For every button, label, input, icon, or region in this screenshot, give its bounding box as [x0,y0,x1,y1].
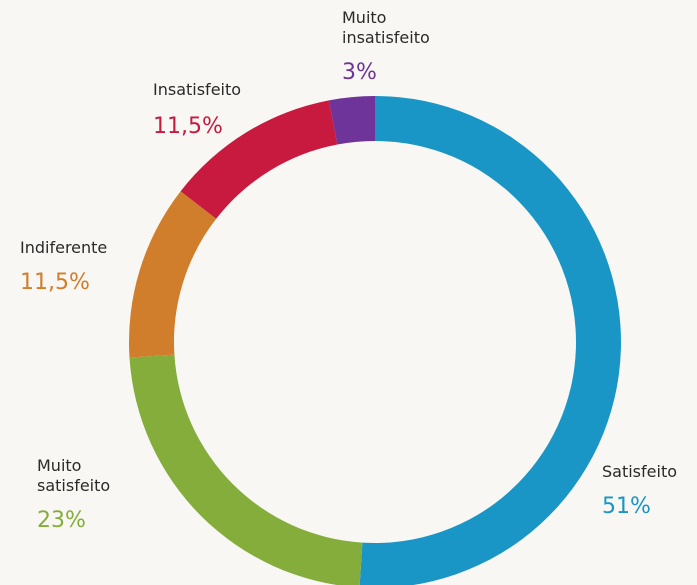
value-label: 11,5% [20,270,90,295]
donut-segment [328,96,375,145]
donut-segment [359,96,621,585]
segment-label: Muito insatisfeito [342,8,430,47]
donut-segment [129,354,363,585]
segment-label: Muito satisfeito [37,456,111,495]
donut-segment [129,191,217,358]
donut-segment [180,100,338,219]
value-label: 23% [37,508,86,533]
segment-label: Insatisfeito [153,80,242,99]
segment-label: Indiferente [20,238,108,257]
value-label: 51% [602,494,651,519]
value-label: 11,5% [153,114,223,139]
value-label: 3% [342,60,377,85]
segment-label: Satisfeito [602,462,677,481]
